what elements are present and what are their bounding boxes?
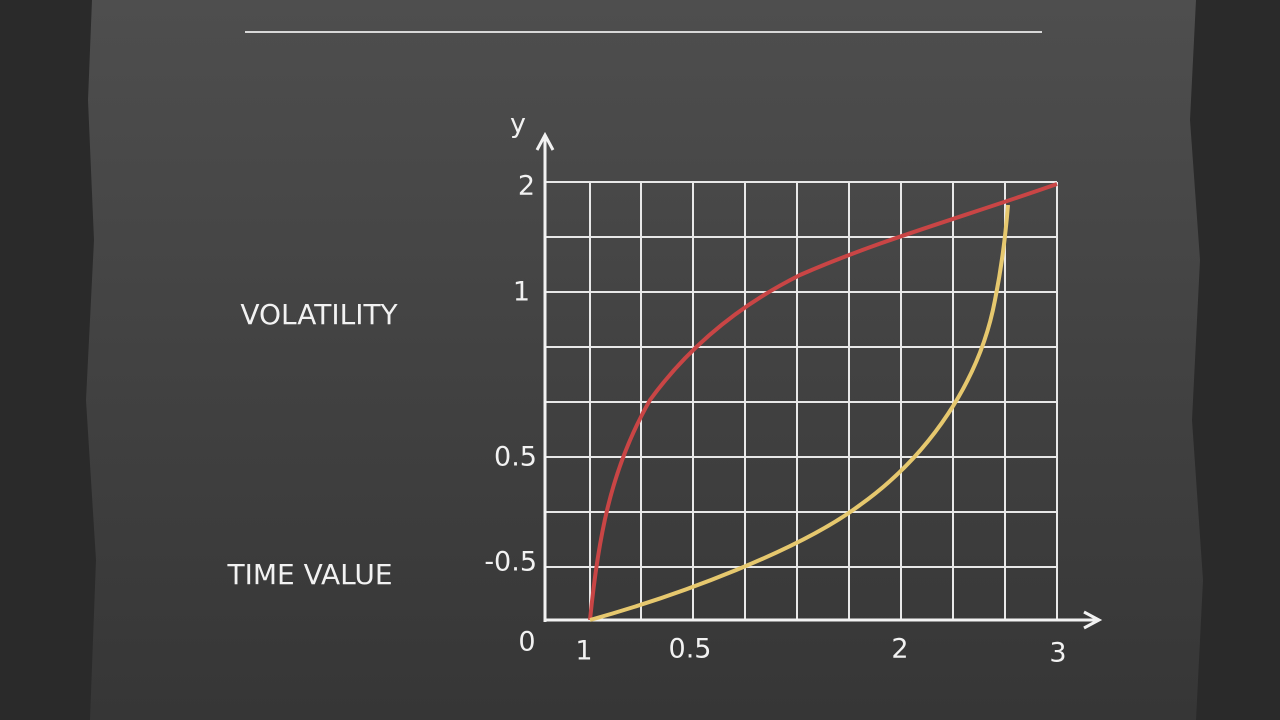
x-tick-label: 3 <box>1049 638 1066 669</box>
board <box>86 0 1203 720</box>
grid <box>545 181 1058 620</box>
y-tick-label: 2 <box>518 171 535 202</box>
y-tick-label: 0.5 <box>494 442 537 473</box>
x-tick-label: 1 <box>575 636 592 667</box>
y-tick-label: 1 <box>513 277 530 308</box>
y-tick-label: -0.5 <box>484 547 537 578</box>
origin-label: 0 <box>518 627 535 658</box>
y-arrow <box>535 131 555 151</box>
yellow-curve <box>589 204 1010 622</box>
x-tick-label: 0.5 <box>669 634 712 665</box>
red-curve <box>588 182 1058 621</box>
side-label: TIME VALUE <box>226 558 392 591</box>
x-tick-label: 2 <box>891 634 908 665</box>
side-label: VOLATILITY <box>240 298 398 331</box>
x-arrow <box>1083 610 1103 630</box>
axes <box>535 131 1103 630</box>
y-axis-label: y <box>510 109 526 140</box>
